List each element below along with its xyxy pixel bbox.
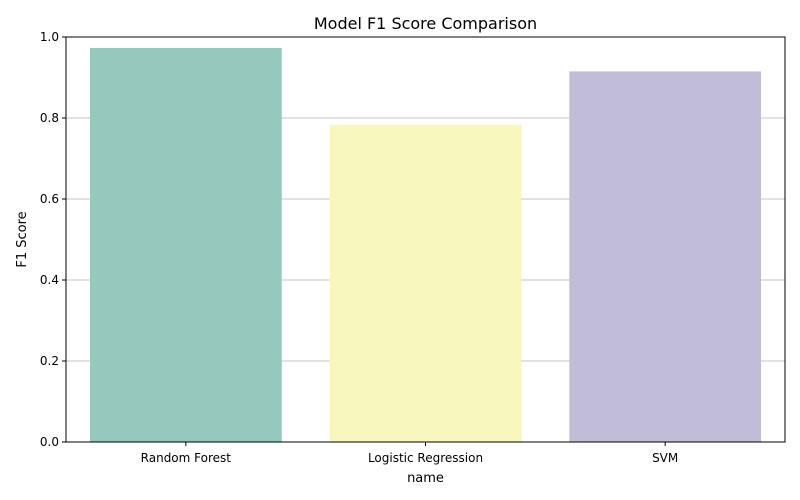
x-tick-label: Random Forest xyxy=(141,451,232,465)
y-tick-label: 0.0 xyxy=(40,435,59,449)
chart-title: Model F1 Score Comparison xyxy=(314,14,537,33)
x-axis-label: name xyxy=(407,471,444,486)
bar-svm xyxy=(569,71,762,443)
y-axis: 0.0 0.2 0.4 0.6 0.8 1.0 xyxy=(40,30,66,449)
y-tick-label: 0.8 xyxy=(40,111,59,125)
y-tick-label: 0.6 xyxy=(40,192,59,206)
y-tick-label: 0.4 xyxy=(40,273,59,287)
x-tick-label: Logistic Regression xyxy=(368,451,483,465)
x-axis: Random Forest Logistic Regression SVM xyxy=(141,442,678,465)
bars xyxy=(89,47,762,443)
y-tick-label: 1.0 xyxy=(40,30,59,44)
y-axis-label: F1 Score xyxy=(15,211,30,267)
bar-random-forest xyxy=(89,47,282,443)
x-tick-label: SVM xyxy=(652,451,678,465)
bar-logistic-regression xyxy=(329,124,522,442)
y-tick-label: 0.2 xyxy=(40,354,59,368)
